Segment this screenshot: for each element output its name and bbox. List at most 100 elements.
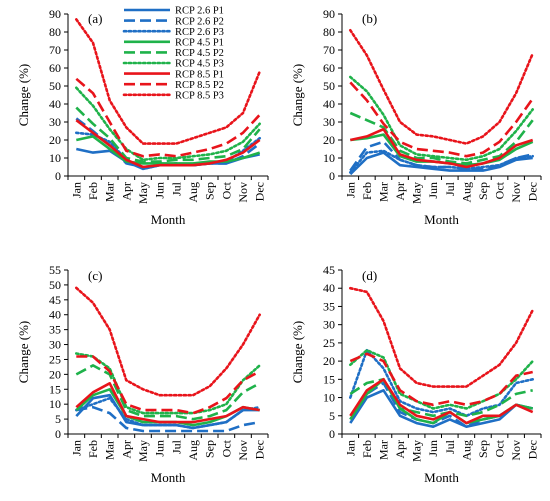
series-line-rcp-2-6-p3: [75, 396, 262, 430]
y-tick-label: 40: [323, 281, 335, 295]
y-axis-title: Change (%): [16, 321, 31, 383]
series-line-rcp-8-5-p3: [75, 286, 262, 397]
series-line-rcp-8-5-p1: [350, 127, 534, 169]
series-line-rcp-8-5-p3: [75, 18, 262, 145]
legend-entry: RCP 8.5 P2: [175, 80, 224, 91]
x-tick-label: May: [410, 182, 424, 204]
y-tick-label: 80: [49, 25, 61, 39]
series-line-rcp-2-6-p3: [348, 149, 535, 174]
x-tick-label: May: [410, 440, 424, 462]
legend-entry: RCP 4.5 P2: [175, 48, 224, 59]
y-tick-label: 45: [323, 263, 335, 277]
y-tick-label: 60: [49, 61, 61, 75]
y-tick-label: 40: [323, 97, 335, 111]
y-axis-title: Change (%): [290, 321, 305, 383]
y-tick-label: 70: [49, 43, 61, 57]
y-tick-label: 50: [49, 278, 61, 292]
y-tick-label: 20: [323, 354, 335, 368]
x-tick-label: Jan: [343, 182, 357, 198]
x-tick-label: Dec: [526, 182, 540, 201]
y-tick-label: 15: [49, 382, 61, 396]
series-line-rcp-4-5-p2: [349, 111, 534, 165]
series-line-rcp-8-5-p1: [349, 377, 534, 425]
x-tick-label: Jul: [169, 439, 183, 454]
y-tick-label: 30: [323, 115, 335, 129]
panel-d: 0 5 10 15 20 25 30 35 40 45 Jan Feb Mar Apr May Jun Jul A…: [290, 263, 542, 485]
x-axis-title: Month: [424, 470, 459, 485]
x-tick-label: Jan: [343, 440, 357, 456]
legend-entry: RCP 2.6 P2: [175, 16, 224, 27]
y-tick-label: 55: [49, 263, 61, 277]
y-tick-label: 10: [49, 151, 61, 165]
x-tick-label: Sep: [203, 440, 217, 458]
x-tick-label: Jan: [69, 182, 83, 198]
x-tick-label: Mar: [103, 440, 117, 460]
y-tick-label: 80: [323, 25, 335, 39]
panel-label: (a): [88, 11, 102, 26]
x-tick-label: Oct: [219, 439, 233, 457]
y-tick-label: 50: [49, 79, 61, 93]
series-line-rcp-8-5-p2: [349, 81, 534, 158]
x-tick-label: Sep: [476, 440, 490, 458]
panel-label: (c): [88, 268, 102, 283]
legend-entry: RCP 4.5 P3: [175, 59, 224, 70]
series-line-rcp-2-6-p2: [76, 405, 260, 433]
x-tick-label: Apr: [393, 182, 407, 201]
y-tick-label: 35: [323, 299, 335, 313]
panel-b: 0 10 20 30 40 50 60 70 80 90 Jan Feb Mar Apr May Jun Jul…: [290, 7, 542, 227]
x-tick-label: Dec: [526, 440, 540, 459]
y-tick-label: 25: [323, 336, 335, 350]
series-line-rcp-8-5-p2: [75, 77, 261, 158]
y-tick-label: 30: [49, 115, 61, 129]
y-tick-label: 10: [49, 397, 61, 411]
x-tick-label: Dec: [253, 440, 267, 459]
y-tick-label: 20: [49, 367, 61, 381]
x-tick-label: May: [136, 182, 150, 204]
x-axis-title: Month: [151, 212, 186, 227]
series-line-rcp-8-5-p1: [75, 381, 260, 424]
series-line-rcp-8-5-p3: [348, 286, 535, 388]
y-tick-label: 70: [323, 43, 335, 57]
x-tick-label: Oct: [493, 181, 507, 199]
y-tick-label: 90: [49, 7, 61, 21]
x-axis-title: Month: [151, 470, 186, 485]
series-line-rcp-4-5-p3: [75, 86, 262, 162]
x-tick-label: Aug: [186, 182, 200, 203]
x-tick-label: Feb: [86, 440, 100, 458]
y-tick-label: 30: [49, 338, 61, 352]
x-tick-label: Feb: [360, 182, 374, 200]
y-tick-label: 40: [49, 308, 61, 322]
y-tick-label: 5: [55, 412, 61, 426]
series-line-rcp-4-5-p2: [75, 364, 261, 421]
legend-entry: RCP 2.6 P3: [175, 27, 224, 38]
x-tick-label: May: [136, 440, 150, 462]
x-tick-label: Mar: [376, 182, 390, 202]
y-tick-label: 60: [323, 61, 335, 75]
x-tick-label: Jul: [169, 181, 183, 196]
x-tick-label: Mar: [376, 440, 390, 460]
panel-label: (b): [362, 11, 377, 26]
y-tick-label: 0: [329, 427, 335, 441]
y-tick-label: 20: [49, 133, 61, 147]
x-tick-label: Aug: [186, 440, 200, 461]
x-tick-label: Sep: [476, 182, 490, 200]
series-line-rcp-4-5-p2: [75, 106, 261, 163]
x-tick-label: Apr: [393, 440, 407, 459]
y-tick-label: 5: [329, 409, 335, 423]
series-line-rcp-4-5-p3: [75, 352, 262, 415]
y-tick-label: 25: [49, 352, 61, 366]
x-tick-label: Nov: [236, 440, 250, 461]
x-tick-label: Oct: [219, 181, 233, 199]
x-tick-label: Jul: [443, 181, 457, 196]
y-tick-label: 35: [49, 323, 61, 337]
x-tick-label: Nov: [509, 440, 523, 461]
y-tick-label: 10: [323, 151, 335, 165]
y-axis-title: Change (%): [290, 64, 305, 126]
y-tick-label: 10: [323, 391, 335, 405]
x-tick-label: Jun: [426, 440, 440, 457]
x-tick-label: Feb: [86, 182, 100, 200]
y-tick-label: 90: [323, 7, 335, 21]
legend-entry: RCP 2.6 P1: [175, 6, 224, 17]
